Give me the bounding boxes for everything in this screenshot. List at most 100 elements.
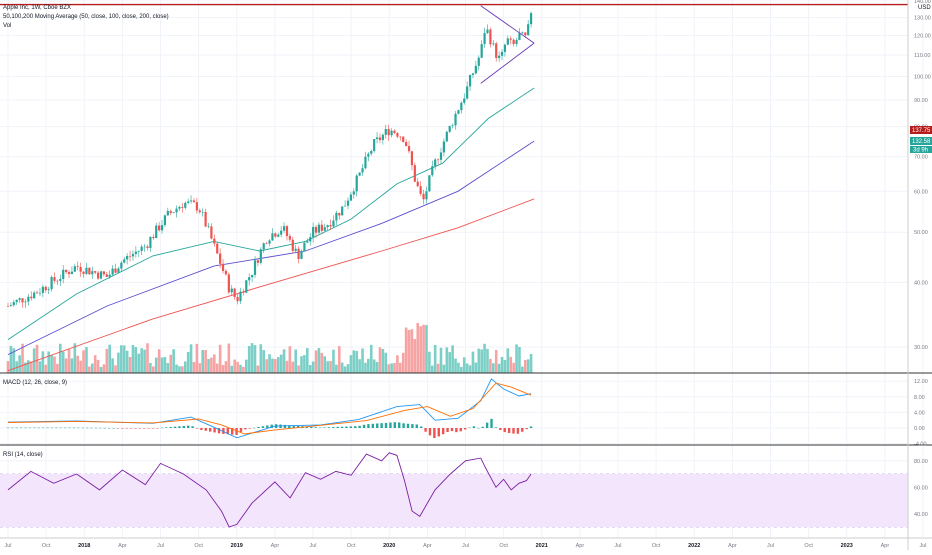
candle-body: [262, 243, 265, 250]
rsi-band: [0, 474, 908, 527]
volume-bar: [227, 343, 231, 373]
volume-bar: [27, 360, 30, 373]
candle-body: [471, 73, 475, 75]
price-tick-label: 120.00: [914, 34, 931, 40]
candle-body: [378, 137, 382, 141]
candle-body: [416, 181, 419, 187]
moving-averages: [7, 87, 535, 372]
macd-histogram-bar: [68, 427, 71, 429]
candle-body: [53, 277, 56, 281]
volume-bar: [149, 362, 152, 373]
volume-bar: [512, 362, 515, 373]
candle-body: [195, 202, 198, 211]
candle-body: [207, 226, 210, 227]
macd-histogram-bar: [191, 426, 194, 428]
candle-body: [126, 255, 129, 260]
candle-body: [99, 271, 103, 279]
candle-body: [158, 225, 161, 231]
volume-bar: [428, 351, 431, 373]
macd-histogram-bar: [455, 428, 458, 433]
candle-body: [425, 191, 428, 200]
macd-histogram-bar: [63, 427, 67, 429]
volume-bar: [276, 357, 280, 373]
volume-bar: [271, 358, 274, 373]
macd-histogram-bar: [187, 425, 190, 428]
time-axis[interactable]: Jul Oct 2018 Apr Jul Oct 2019 Apr Jul Oct 2020 Apr J…: [4, 543, 926, 549]
time-tick-label: Oct: [499, 543, 508, 549]
candle-body: [527, 24, 530, 36]
macd-histogram-bar: [292, 425, 295, 428]
candle-body: [288, 236, 291, 240]
rsi-pane: [7, 452, 532, 528]
candle-body: [352, 191, 355, 195]
candle-body: [27, 296, 30, 302]
candle-body: [6, 306, 10, 307]
macd-histogram-bar: [393, 422, 397, 428]
volume-bar: [131, 345, 135, 373]
candle-body: [187, 201, 190, 203]
candle-body: [399, 136, 402, 138]
candle-body: [41, 286, 44, 293]
price-axis[interactable]: 30.00 40.00 50.00 60.00 70.00 80.00 90.00 100.0…: [914, 0, 931, 518]
candle-body: [265, 243, 268, 244]
candle-body: [271, 233, 274, 241]
price-tick-label: 50.00: [914, 230, 928, 236]
price-tick-label: 140.00: [914, 0, 931, 5]
volume-bar: [430, 365, 434, 373]
macd-histogram-bar: [437, 428, 440, 437]
macd-histogram-bar: [50, 427, 54, 429]
rsi-line: [7, 452, 532, 528]
rsi-tick-label: 80.00: [914, 459, 928, 465]
volume-bar: [346, 364, 350, 373]
currency-label[interactable]: USD: [918, 5, 931, 11]
volume-bar: [195, 343, 199, 373]
volume-bar: [497, 363, 501, 373]
macd-histogram-bar: [398, 422, 401, 428]
volume-bar: [521, 366, 524, 373]
candle-body: [184, 202, 187, 208]
candle-body: [239, 291, 242, 302]
price-tick-label: 40.00: [914, 280, 928, 286]
volume-bar: [378, 347, 382, 373]
macd-line: [7, 378, 532, 439]
macd-histogram-bar: [446, 428, 449, 432]
volume-bar: [294, 349, 297, 373]
macd-histogram-bar: [490, 418, 493, 428]
candle-body: [521, 32, 524, 34]
volume-bar: [207, 358, 210, 373]
volume-bar: [448, 352, 452, 373]
candle-body: [219, 253, 222, 264]
candle-body: [15, 299, 18, 303]
time-tick-label: 2023: [841, 543, 853, 549]
volume-bar: [320, 352, 324, 373]
candle-body: [512, 39, 515, 45]
macd-histogram-bar: [406, 423, 410, 428]
volume-bar: [326, 361, 329, 373]
volume-bar: [96, 359, 100, 373]
volume-bar: [474, 362, 478, 373]
drawings: [0, 3, 908, 84]
macd-histogram-bar: [200, 428, 203, 430]
price-candles: [6, 11, 533, 308]
volume-bar: [21, 343, 24, 373]
macd-histogram-bar: [283, 424, 287, 428]
volume-bar: [358, 359, 361, 373]
volume-bar: [471, 351, 475, 373]
volume-bar: [189, 344, 193, 373]
macd-histogram-bar: [235, 428, 238, 435]
volume-bar: [291, 361, 295, 373]
macd-histogram-bar: [512, 428, 515, 434]
price-tick-label: 110.00: [914, 53, 930, 59]
candle-body: [123, 259, 126, 263]
macd-histogram-bar: [459, 428, 462, 432]
volume-bar: [489, 358, 492, 373]
macd-histogram-bar: [428, 428, 432, 436]
candle-body: [332, 220, 335, 227]
macd-histogram-bar: [371, 423, 375, 428]
volume-bar: [468, 365, 472, 373]
candle-body: [285, 226, 289, 237]
volume-bar: [311, 361, 315, 373]
candle-body: [85, 267, 88, 274]
volume-bar: [29, 361, 33, 373]
